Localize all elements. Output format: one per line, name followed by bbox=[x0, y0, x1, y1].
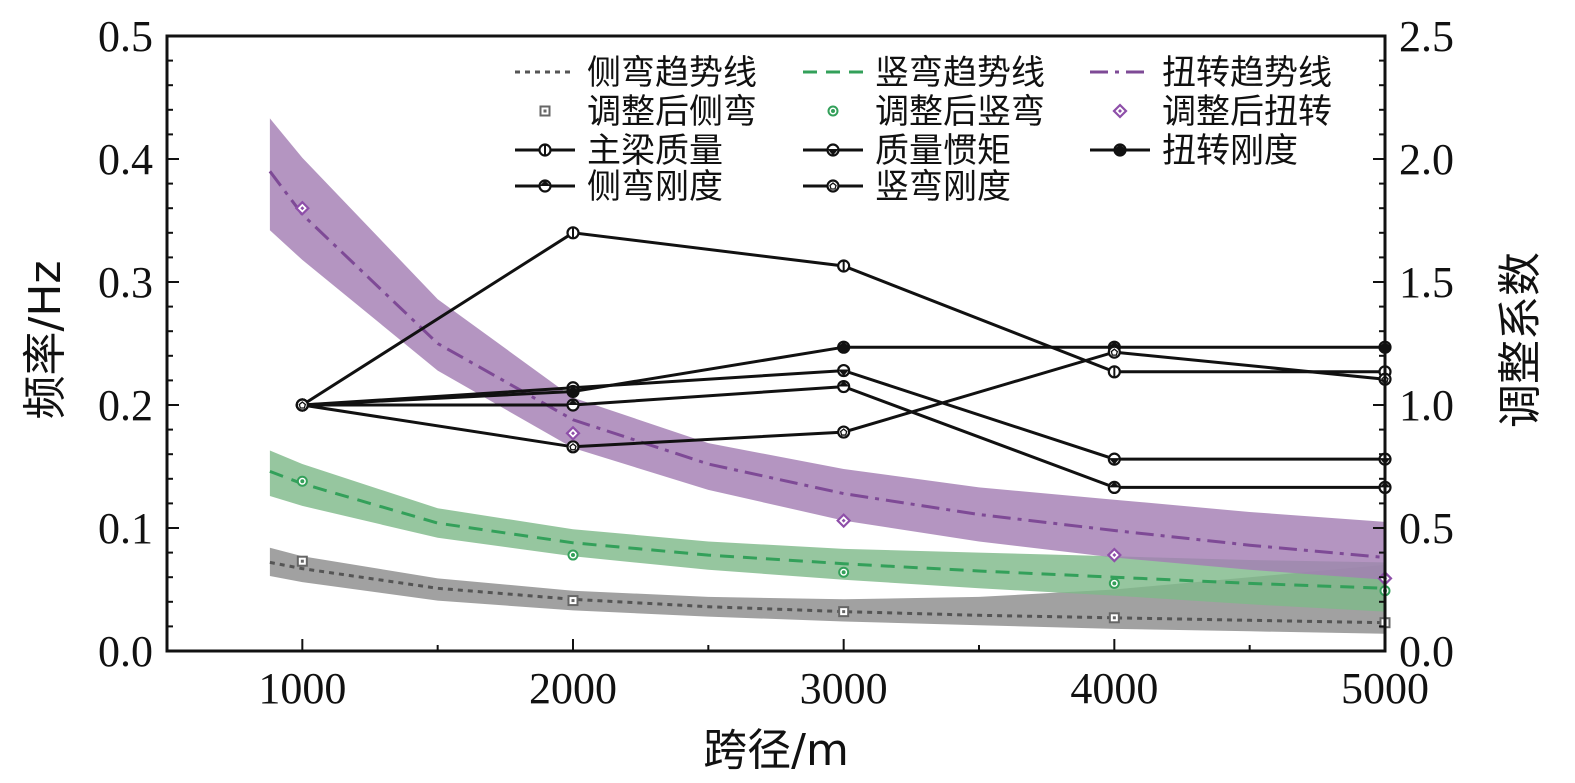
legend-item: 主梁质量 bbox=[515, 131, 723, 171]
legend-item: 竖弯刚度 bbox=[803, 167, 1011, 207]
x-tick-label: 4000 bbox=[1070, 664, 1158, 713]
y-left-tick-label: 0.1 bbox=[98, 504, 153, 553]
x-tick-label: 1000 bbox=[258, 664, 346, 713]
legend-marker bbox=[827, 105, 839, 117]
legend-item: 侧弯趋势线 bbox=[515, 53, 757, 93]
y-right-tick-label: 0.0 bbox=[1399, 627, 1454, 676]
legend-marker bbox=[826, 179, 840, 193]
x-tick-label: 5000 bbox=[1341, 664, 1429, 713]
x-axis-title: 跨径/m bbox=[703, 725, 849, 776]
trend-line bbox=[268, 170, 1386, 559]
legend-item: 调整后扭转 bbox=[1112, 92, 1332, 132]
coefficient-point bbox=[837, 259, 851, 273]
coefficient-lines bbox=[295, 226, 1392, 495]
legend-marker bbox=[539, 105, 551, 117]
y-left-tick-label: 0.4 bbox=[98, 135, 153, 184]
scatter-point bbox=[567, 549, 579, 561]
coefficient-point bbox=[1107, 365, 1121, 379]
scatter-point bbox=[565, 425, 581, 441]
x-tick-label: 3000 bbox=[800, 664, 888, 713]
legend-item: 扭转趋势线 bbox=[1090, 53, 1332, 93]
legend-marker bbox=[826, 143, 840, 157]
y-left-tick-label: 0.2 bbox=[98, 381, 153, 430]
legend-item: 调整后侧弯 bbox=[539, 92, 757, 132]
scatter-point bbox=[838, 606, 850, 618]
legend-item: 侧弯刚度 bbox=[515, 167, 723, 207]
y-left-tick-label: 0.5 bbox=[98, 12, 153, 61]
legend-label: 扭转刚度 bbox=[1162, 131, 1298, 171]
legend-marker bbox=[1113, 143, 1127, 157]
x-tick-label: 2000 bbox=[529, 664, 617, 713]
coefficient-point bbox=[837, 379, 851, 394]
scatter-point bbox=[294, 200, 310, 216]
legend-label: 侧弯刚度 bbox=[587, 167, 723, 207]
y-right-tick-label: 0.5 bbox=[1399, 504, 1454, 553]
coefficient-point bbox=[295, 398, 309, 412]
coefficient-point bbox=[566, 398, 580, 412]
legend-item: 扭转刚度 bbox=[1090, 131, 1298, 171]
band-扭转 bbox=[269, 118, 1385, 580]
coefficient-point bbox=[566, 226, 580, 240]
legend-label: 调整后竖弯 bbox=[875, 92, 1045, 132]
y-axis-title-left: 频率/Hz bbox=[20, 260, 71, 419]
scatter-point bbox=[838, 566, 850, 578]
y-left-tick-label: 0.3 bbox=[98, 258, 153, 307]
scatter-point bbox=[296, 555, 308, 567]
legend-label: 调整后侧弯 bbox=[587, 92, 757, 132]
legend-label: 质量惯矩 bbox=[875, 131, 1011, 171]
scatter-point bbox=[567, 595, 579, 607]
legend-label: 调整后扭转 bbox=[1162, 92, 1332, 132]
scatter-point bbox=[296, 475, 308, 487]
y-right-tick-label: 2.0 bbox=[1399, 135, 1454, 184]
y-right-tick-label: 1.0 bbox=[1399, 381, 1454, 430]
legend-label: 扭转趋势线 bbox=[1162, 53, 1332, 93]
legend-label: 主梁质量 bbox=[587, 131, 723, 171]
coefficient-point bbox=[837, 363, 851, 378]
y-right-tick-label: 2.5 bbox=[1399, 12, 1454, 61]
band-竖弯 bbox=[269, 450, 1385, 612]
coefficient-point bbox=[837, 340, 851, 354]
coefficient-point bbox=[1107, 452, 1121, 466]
legend-marker bbox=[538, 143, 552, 157]
scatter-point bbox=[1108, 577, 1120, 589]
y-axis-title-right: 调整系数 bbox=[1495, 252, 1546, 428]
y-right-tick-label: 1.5 bbox=[1399, 258, 1454, 307]
scatter-point bbox=[836, 513, 852, 529]
legend-label: 侧弯趋势线 bbox=[587, 53, 757, 93]
confidence-bands bbox=[269, 118, 1385, 634]
legend-item: 竖弯趋势线 bbox=[803, 53, 1045, 93]
scatter-point bbox=[1108, 612, 1120, 624]
plot-frame bbox=[165, 34, 1387, 653]
coefficient-point bbox=[566, 384, 580, 399]
legend-item: 调整后竖弯 bbox=[827, 92, 1045, 132]
legend-label: 竖弯刚度 bbox=[875, 167, 1011, 207]
band-侧弯 bbox=[269, 547, 1385, 634]
trend-line bbox=[269, 560, 1386, 625]
legend-label: 竖弯趋势线 bbox=[875, 53, 1045, 93]
scatter-point bbox=[1106, 547, 1122, 563]
coefficient-point bbox=[1107, 345, 1121, 359]
axes bbox=[165, 34, 1387, 653]
coefficient-point bbox=[566, 440, 580, 454]
legend-marker bbox=[538, 179, 552, 193]
y-left-tick-label: 0.0 bbox=[98, 627, 153, 676]
legend-item: 质量惯矩 bbox=[803, 131, 1011, 171]
legend-marker bbox=[1112, 103, 1128, 119]
trend-lines bbox=[268, 170, 1386, 625]
coefficient-point bbox=[837, 425, 851, 439]
trend-line bbox=[269, 469, 1386, 590]
coefficient-point bbox=[1107, 480, 1121, 495]
tick-labels: 1000 2000 3000 4000 50000.00.10.20.30.40.50.… bbox=[98, 12, 1454, 713]
